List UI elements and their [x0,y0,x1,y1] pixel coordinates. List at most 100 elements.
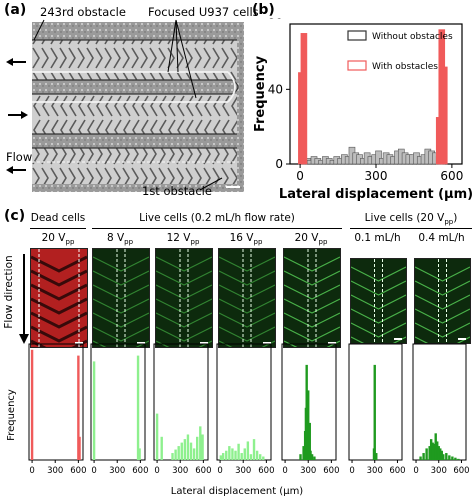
x-tick-label: 300 [365,169,388,183]
x-tick-label: 600 [440,169,463,183]
x-tick-label: 0 [413,466,418,476]
histogram-bar [429,439,433,460]
x-tick-label: 300 [235,466,251,476]
histogram-bar [30,349,34,460]
x-tick-label: 600 [132,466,148,476]
x-tick-label: 600 [323,466,339,476]
histogram-bar [199,426,202,460]
histogram-bar [221,453,225,460]
histogram-panel: 0 300 600 [216,343,274,476]
header-live-flow: Live cells (0.2 mL/h flow rate) [139,212,295,224]
histogram-bar [246,441,250,460]
panel-b-chart: 0 300 600 0 40 80 Frequency Lateral displacemen… [253,18,472,202]
column-header: 20 Vpp [41,232,75,247]
histogram-bar [237,443,240,460]
x-tick-label: 0 [217,466,222,476]
column-header: 12 Vpp [166,232,200,247]
arrow-right-icon [8,111,28,119]
histogram-bar [448,455,451,460]
histogram-bar [160,436,163,460]
histogram-bar [155,413,159,460]
microchannel-image [32,22,244,192]
histogram-bar [451,456,454,460]
histogram-bar [457,458,460,460]
histogram-bar [196,436,199,460]
y-axis-label: Frequency [253,55,268,132]
histogram-bar [249,454,253,460]
bracket-live-voltage [350,228,472,229]
x-tick-label: 0 [282,466,287,476]
histogram-bar [437,446,440,460]
histogram-panel: 0 300 600 [28,343,86,476]
x-tick-label: 600 [70,466,86,476]
histogram-bar [425,448,428,460]
live-cell-micrograph [414,258,471,344]
histogram-bar [299,454,302,460]
histogram-bar [436,441,439,460]
bracket-live-flow [92,228,342,229]
histogram-bar [259,454,262,460]
histogram-bar [433,443,436,460]
live-cell-micrograph [155,248,213,348]
live-cell-micrograph [350,258,407,344]
histogram-bar [231,448,234,460]
x-tick-label: 300 [431,466,447,476]
legend-swatch [347,60,367,71]
panel-c-ylabel: Frequency [6,389,17,441]
panel-a-label: (a) [4,2,27,18]
histogram-bar [189,442,193,460]
arrow-left-icon [6,166,26,174]
x-tick-label: 300 [47,466,63,476]
histogram-panel: 0 300 600 [153,343,211,476]
histogram-panel: 0 300 600 [412,343,469,476]
obstacle-1-label: 1st obstacle [142,184,212,198]
x-tick-label: 600 [389,466,405,476]
histogram-bar [434,433,437,460]
histogram-bar [307,390,310,460]
histogram-bar [183,439,187,460]
histogram-bar [313,456,316,460]
plot-frame [28,343,84,461]
live-cell-micrograph [218,248,276,348]
histogram-panel: 0 300 600 [348,343,405,476]
x-tick-label: 600 [195,466,211,476]
histogram-bar [442,454,445,460]
live-cell-micrograph [283,248,341,348]
column-header: 0.4 mL/h [418,232,465,244]
plot-frame [412,343,467,461]
panel-c-label: (c) [4,208,26,224]
column-header: 16 Vpp [229,232,263,247]
y-tick-label: 40 [268,82,283,96]
x-tick-label: 0 [154,466,159,476]
histogram-bar [192,448,196,460]
y-tick-label: 0 [275,157,283,171]
x-tick-label: 600 [258,466,274,476]
histogram-bar [228,446,231,460]
x-tick-label: 300 [109,466,125,476]
histogram-bar [240,453,243,460]
x-tick-label: 300 [367,466,383,476]
histogram-bar [219,455,223,460]
plot-frame [90,343,146,461]
histogram-bar [375,453,378,460]
histogram-bar [373,364,376,460]
y-tick-label: 80 [268,18,283,22]
header-dead-cells: Dead cells [30,212,86,224]
panel-a-micrograph [32,22,244,192]
x-tick-label: 0 [349,466,354,476]
histogram-bar [454,457,457,460]
histogram-bar [174,449,177,460]
histogram-bar [225,450,228,460]
column-header: 20 Vpp [294,232,328,247]
histogram-bar [177,446,180,460]
obstacle-243-label: 243rd obstacle [40,5,126,19]
histogram-bar [180,442,183,460]
histogram-bar [422,453,425,460]
histogram-bar [78,436,81,460]
histogram-bar [428,446,431,460]
histogram-bar [255,450,259,460]
panel-c-xlabel: Lateral displacement (μm) [170,486,304,497]
histogram-bar [77,355,80,460]
histogram-bar [309,450,312,460]
histogram-bar [419,456,422,460]
